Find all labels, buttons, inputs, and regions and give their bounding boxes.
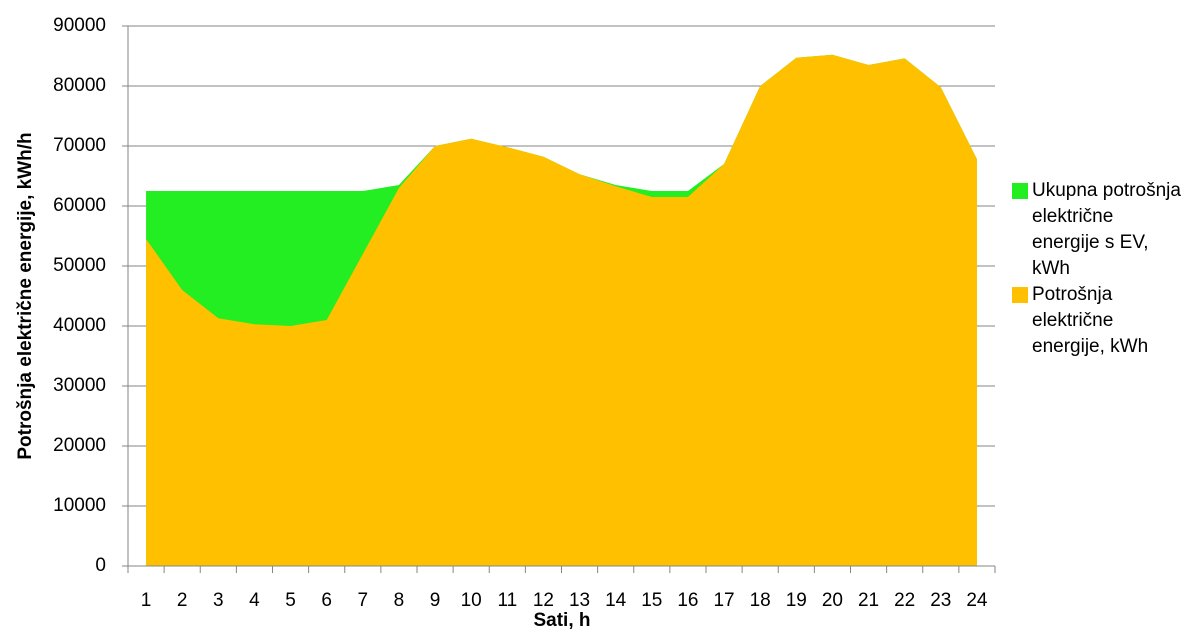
- x-tick-label: 22: [894, 590, 915, 611]
- x-tick-label: 7: [358, 590, 369, 611]
- y-tick-label: 30000: [53, 375, 106, 396]
- x-tick-label: 15: [641, 590, 662, 611]
- y-tick-label: 40000: [53, 315, 106, 336]
- y-tick-label: 10000: [53, 495, 106, 516]
- x-tick-label: 17: [713, 590, 734, 611]
- x-tick-label: 11: [497, 590, 517, 611]
- x-tick-label: 3: [213, 590, 224, 611]
- legend-item: Potrošnja električne energije, kWh: [1012, 282, 1182, 360]
- x-tick-label: 6: [321, 590, 332, 611]
- legend: Ukupna potrošnja električne energije s E…: [1012, 178, 1182, 360]
- legend-label: Ukupna potrošnja električne energije s E…: [1032, 180, 1181, 279]
- x-tick-label: 13: [569, 590, 590, 611]
- x-tick-label: 9: [430, 590, 441, 611]
- x-tick-label: 12: [533, 590, 554, 611]
- x-tick-label: 23: [930, 590, 951, 611]
- y-tick-label: 50000: [53, 255, 106, 276]
- x-tick-label: 4: [249, 590, 260, 611]
- y-tick-label: 60000: [53, 195, 106, 216]
- x-tick-label: 5: [285, 590, 296, 611]
- x-tick-label: 2: [177, 590, 188, 611]
- x-tick-label: 19: [786, 590, 807, 611]
- y-tick-label: 80000: [53, 75, 106, 96]
- x-tick-label: 14: [605, 590, 627, 611]
- y-tick-label: 20000: [53, 435, 106, 456]
- legend-swatch: [1012, 183, 1028, 199]
- x-tick-label: 8: [394, 590, 405, 611]
- legend-item: Ukupna potrošnja električne energije s E…: [1012, 178, 1182, 282]
- legend-swatch: [1012, 287, 1028, 303]
- y-tick-label: 90000: [53, 15, 106, 36]
- x-tick-label: 10: [461, 590, 482, 611]
- y-tick-label: 70000: [53, 135, 106, 156]
- x-tick-label: 16: [677, 590, 698, 611]
- x-tick-label: 18: [750, 590, 771, 611]
- x-tick-label: 1: [141, 590, 152, 611]
- area: [146, 54, 977, 567]
- y-tick-label: 0: [95, 555, 106, 576]
- x-tick-label: 24: [966, 590, 988, 611]
- y-axis-title: Potrošnja električne energije, kWh/h: [15, 132, 36, 459]
- legend-label: Potrošnja električne energije, kWh: [1032, 284, 1149, 357]
- x-tick-label: 21: [858, 590, 879, 611]
- x-axis-title: Sati, h: [533, 610, 590, 631]
- x-tick-label: 20: [822, 590, 843, 611]
